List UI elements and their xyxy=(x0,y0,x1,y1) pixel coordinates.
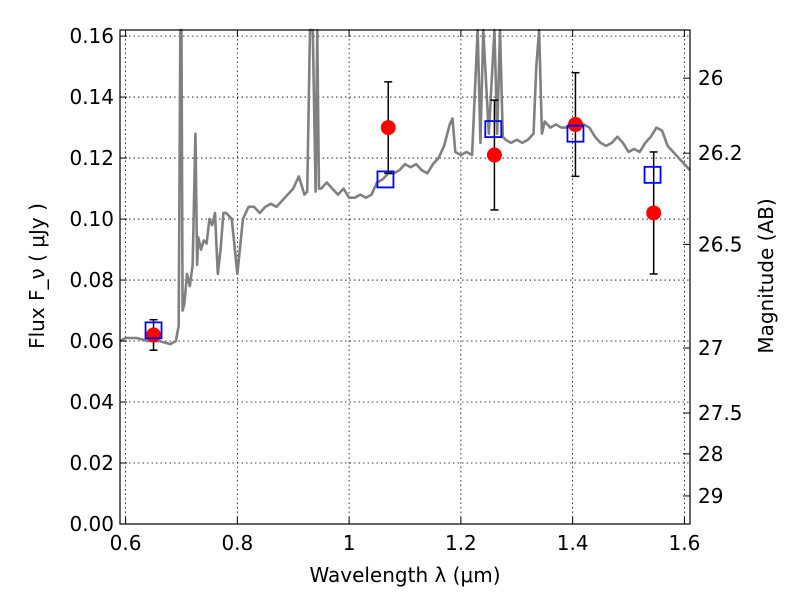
x-axis-title: Wavelength λ (μm) xyxy=(309,563,500,587)
observed-points xyxy=(146,117,662,343)
plot-frame xyxy=(119,29,691,525)
x-tick-labels: 0.6 0.8 1 1.2 1.4 1.6 xyxy=(110,531,701,555)
observed-point xyxy=(380,120,396,136)
y-tick-label: 0.00 xyxy=(69,512,114,536)
right-tick-label: 26 xyxy=(698,66,723,90)
y-tick-label: 0.06 xyxy=(69,329,114,353)
observed-point xyxy=(486,147,502,163)
right-tick-labels: 26 26.2 26.5 27 27.5 28 29 xyxy=(698,66,743,508)
right-tick-label: 29 xyxy=(698,484,723,508)
model-points xyxy=(144,120,662,340)
right-axis-title: Magnitude (AB) xyxy=(754,198,778,353)
y-axis-title: Flux F_ν ( μJy ) xyxy=(25,203,49,349)
model-point xyxy=(376,170,395,189)
x-tick-label: 1.2 xyxy=(445,531,477,555)
y-tick-label: 0.14 xyxy=(69,85,114,109)
x-tick-label: 0.8 xyxy=(221,531,253,555)
model-point xyxy=(566,124,585,143)
ticks xyxy=(120,30,690,525)
y-tick-label: 0.08 xyxy=(69,268,114,292)
right-tick-label: 26.5 xyxy=(698,232,743,256)
model-point xyxy=(643,165,662,184)
x-tick-label: 0.6 xyxy=(110,531,142,555)
x-tick-label: 1.4 xyxy=(557,531,589,555)
right-tick-label: 27.5 xyxy=(698,401,743,425)
y-tick-label: 0.02 xyxy=(69,451,114,475)
y-tick-label: 0.16 xyxy=(69,24,114,48)
observed-point xyxy=(146,327,162,343)
model-point xyxy=(484,120,503,139)
y-tick-labels: 0.00 0.02 0.04 0.06 0.08 0.10 0.12 0.14 0.16 xyxy=(69,24,114,536)
right-tick-label: 26.2 xyxy=(698,141,743,165)
y-tick-label: 0.10 xyxy=(69,207,114,231)
observed-point xyxy=(646,205,662,221)
plot-background xyxy=(120,30,690,524)
observed-point xyxy=(567,117,583,133)
x-tick-label: 1 xyxy=(343,531,356,555)
model-point xyxy=(144,321,163,340)
y-tick-label: 0.12 xyxy=(69,146,114,170)
right-tick-label: 28 xyxy=(698,442,723,466)
x-tick-label: 1.6 xyxy=(669,531,701,555)
y-tick-label: 0.04 xyxy=(69,390,114,414)
right-tick-label: 27 xyxy=(698,336,723,360)
